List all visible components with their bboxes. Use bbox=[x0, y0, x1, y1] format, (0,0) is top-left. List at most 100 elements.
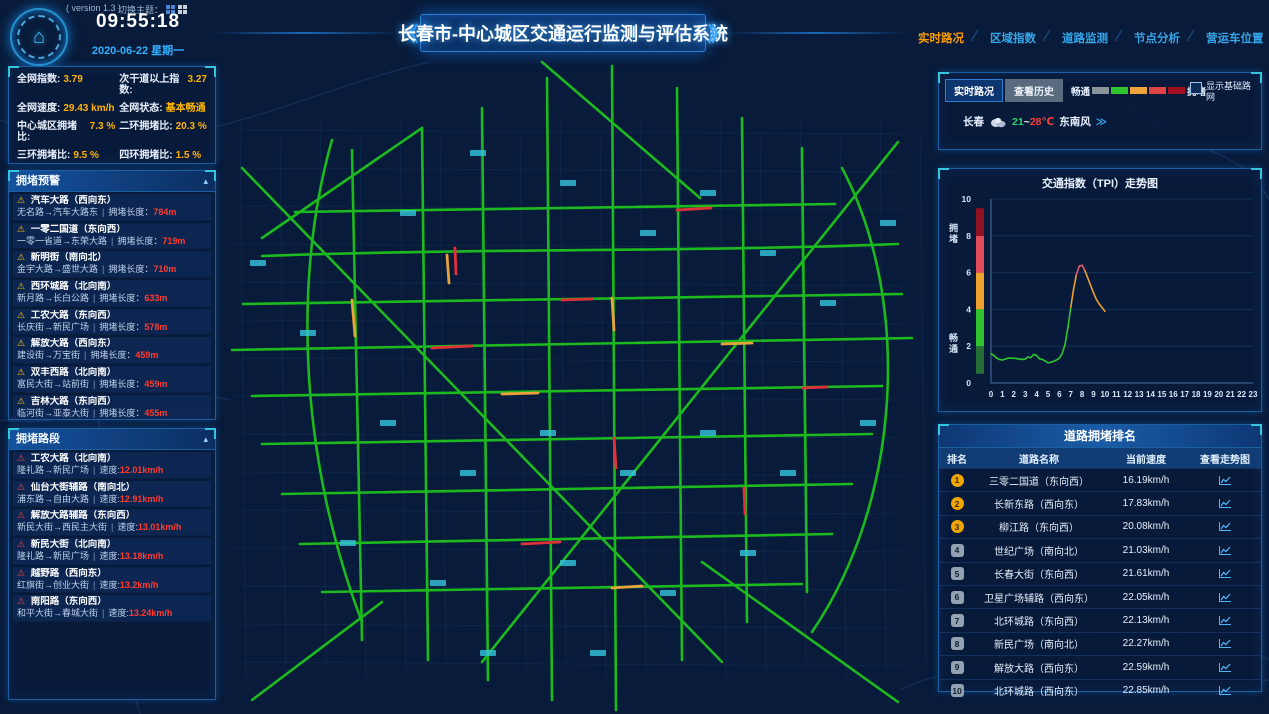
trend-chart-icon[interactable] bbox=[1218, 615, 1232, 626]
table-row[interactable]: 8 新民广场（南向北） 22.27km/h bbox=[939, 631, 1261, 655]
trend-chart-icon[interactable] bbox=[1218, 545, 1232, 556]
warning-list: ⚠ 汽车大路（西向东） 无名路→汽车大路东 | 拥堵长度：784m ⚠ 一零二国道（… bbox=[9, 192, 215, 419]
temp-low: 21 bbox=[1012, 115, 1024, 128]
stat-label: 全网状态: bbox=[119, 103, 163, 114]
trend-link[interactable] bbox=[1189, 662, 1261, 673]
warning-length-value: 719m bbox=[162, 235, 186, 246]
section-item[interactable]: ⚠ 工农大路（北向南） 隆礼路→新民广场 | 速度:12.01km/h bbox=[13, 452, 211, 479]
svg-text:8: 8 bbox=[966, 231, 971, 241]
section-item[interactable]: ⚠ 解放大路辅路（东向西） 新民大街→西民主大街 | 速度:13.01km/h bbox=[13, 509, 211, 537]
trend-link[interactable] bbox=[1189, 568, 1261, 579]
collapse-icon[interactable]: ▴ bbox=[203, 176, 208, 186]
warning-triangle-icon: ⚠ bbox=[17, 195, 26, 205]
warning-metric-label: 拥堵长度： bbox=[108, 206, 154, 217]
trend-chart-icon[interactable] bbox=[1218, 638, 1232, 649]
nav-item[interactable]: 实时路况 bbox=[918, 33, 964, 45]
checkbox-icon[interactable] bbox=[1190, 82, 1202, 94]
warning-item[interactable]: ⚠ 工农大路（东向西） 长庆街→新民广场 | 拥堵长度：578m bbox=[13, 308, 211, 336]
table-row[interactable]: 10 北环城路（西向东） 22.85km/h bbox=[939, 678, 1261, 702]
section-item[interactable]: ⚠ 南阳路（东向西） 和平大街→春城大街 | 速度:13.24km/h bbox=[13, 595, 211, 623]
svg-text:11: 11 bbox=[1112, 390, 1121, 399]
current-speed: 16.19km/h bbox=[1122, 474, 1170, 486]
table-row[interactable]: 9 解放大路（西向东） 22.59km/h bbox=[939, 655, 1261, 678]
current-speed: 21.61km/h bbox=[1122, 568, 1170, 580]
warning-section: 无名路→汽车大路东 bbox=[17, 206, 99, 217]
tab-realtime-traffic[interactable]: 实时路况 bbox=[945, 79, 1003, 102]
warning-item[interactable]: ⚠ 吉林大路（东向西） 临河街→亚泰大街 | 拥堵长度：455m bbox=[13, 394, 211, 419]
svg-text:5: 5 bbox=[1046, 390, 1051, 399]
warning-length-value: 633m bbox=[144, 292, 168, 303]
separator: | bbox=[102, 206, 105, 217]
section-item[interactable]: ⚠ 新民大街（北向南） 隆礼路→新民广场 | 速度:13.18km/h bbox=[13, 538, 211, 565]
trend-chart-icon[interactable] bbox=[1218, 521, 1232, 532]
table-row[interactable]: 5 长春大街（东向西） 21.61km/h bbox=[939, 561, 1261, 585]
table-row[interactable]: 1 三零二国道（东向西） 16.19km/h bbox=[939, 468, 1261, 491]
section-speed-value: 13.01km/h bbox=[137, 522, 182, 533]
warning-item[interactable]: ⚠ 新明街（南向北） 金宇大路→盛世大路 | 拥堵长度：710m bbox=[13, 251, 211, 279]
tab-view-history[interactable]: 查看历史 bbox=[1005, 79, 1063, 102]
table-row[interactable]: 2 长新东路（西向东） 17.83km/h bbox=[939, 491, 1261, 514]
warning-item[interactable]: ⚠ 汽车大路（西向东） 无名路→汽车大路东 | 拥堵长度：784m bbox=[13, 194, 211, 221]
stat-cell: 全网速度: 29.43 km/h bbox=[17, 103, 115, 114]
trend-chart-icon[interactable] bbox=[1218, 498, 1232, 509]
trend-link[interactable] bbox=[1189, 498, 1261, 509]
nav-item[interactable]: 营运车位置 bbox=[1206, 28, 1264, 48]
warning-item[interactable]: ⚠ 解放大路（西向东） 建设街→万宝街 | 拥堵长度：459m bbox=[13, 337, 211, 365]
stat-label: 全网速度: bbox=[17, 103, 61, 114]
section-metric-label: 速度: bbox=[99, 493, 120, 504]
warning-item[interactable]: ⚠ 西环城路（北向南） 新月路→长白公路 | 拥堵长度：633m bbox=[13, 280, 211, 307]
legend-color-swatch bbox=[1130, 87, 1148, 94]
alarm-triangle-icon: ⚠ bbox=[17, 481, 26, 492]
table-row[interactable]: 3 柳江路（东向西） 20.08km/h bbox=[939, 514, 1261, 538]
warning-road: 解放大路（西向东） bbox=[30, 338, 117, 350]
main-nav: 实时路况区域指数道路监测节点分析营运车位置数据查询 bbox=[918, 28, 1269, 48]
stat-label: 四环拥堵比: bbox=[119, 150, 173, 161]
current-speed: 22.05km/h bbox=[1122, 591, 1170, 603]
header-deco-line-left bbox=[210, 32, 400, 34]
legend-smooth-label: 畅通 bbox=[1071, 86, 1091, 98]
section-speed-value: 13.24km/h bbox=[128, 608, 173, 619]
nav-item[interactable]: 区域指数 bbox=[990, 28, 1036, 48]
section-item[interactable]: ⚠ 越野路（西向东） 红旗街→创业大街 | 速度:13.2km/h bbox=[13, 566, 211, 594]
trend-chart-icon[interactable] bbox=[1218, 592, 1232, 603]
weather-more-icon[interactable]: ≫ bbox=[1095, 115, 1107, 128]
trend-chart-icon[interactable] bbox=[1218, 685, 1232, 696]
trend-link[interactable] bbox=[1189, 545, 1261, 556]
svg-text:拥: 拥 bbox=[949, 222, 958, 233]
trend-link[interactable] bbox=[1189, 638, 1261, 649]
theme-swatch-light-icon[interactable] bbox=[178, 5, 188, 14]
section-metric-label: 速度: bbox=[108, 608, 129, 619]
trend-link[interactable] bbox=[1189, 521, 1261, 532]
trend-chart-icon[interactable] bbox=[1218, 475, 1232, 486]
show-base-network-checkbox[interactable]: 显示基础路网 bbox=[1190, 81, 1256, 104]
trend-chart-icon[interactable] bbox=[1218, 568, 1232, 579]
warning-road: 一零二国道（东向西） bbox=[30, 223, 126, 235]
current-speed: 22.13km/h bbox=[1122, 615, 1170, 627]
theme-swatch-blue-icon[interactable] bbox=[166, 5, 176, 14]
separator: | bbox=[93, 579, 96, 590]
table-row[interactable]: 7 北环城路（东向西） 22.13km/h bbox=[939, 608, 1261, 631]
trend-link[interactable] bbox=[1189, 615, 1261, 626]
collapse-icon[interactable]: ▴ bbox=[203, 434, 208, 444]
section-road: 南阳路（东向西） bbox=[30, 596, 107, 608]
app-logo[interactable]: ⌂ bbox=[10, 8, 68, 66]
stat-value: 9.5 % bbox=[73, 150, 99, 161]
legend-color-swatch bbox=[1092, 87, 1110, 94]
nav-item[interactable]: 节点分析 bbox=[1134, 28, 1180, 48]
section-item[interactable]: ⚠ 仙台大街辅路（南向北） 浦东路→自由大路 | 速度:12.91km/h bbox=[13, 480, 211, 508]
warning-length-value: 455m bbox=[144, 407, 168, 418]
table-row[interactable]: 4 世纪广场（南向北） 21.03km/h bbox=[939, 538, 1261, 561]
warning-metric-label: 拥堵长度： bbox=[99, 407, 145, 418]
checkbox-label: 显示基础路网 bbox=[1206, 81, 1252, 103]
svg-text:7: 7 bbox=[1069, 390, 1074, 399]
table-row[interactable]: 6 卫星广场辅路（西向东） 22.05km/h bbox=[939, 584, 1261, 608]
warning-item[interactable]: ⚠ 一零二国道（东向西） 一零一省道→东荣大路 | 拥堵长度：719m bbox=[13, 222, 211, 250]
nav-item[interactable]: 道路监测 bbox=[1062, 28, 1108, 48]
trend-link[interactable] bbox=[1189, 685, 1261, 696]
trend-chart-icon[interactable] bbox=[1218, 662, 1232, 673]
theme-switcher[interactable]: 切换主题： bbox=[118, 3, 188, 16]
warning-item[interactable]: ⚠ 双丰西路（北向南） 富民大街→站前街 | 拥堵长度：459m bbox=[13, 366, 211, 393]
trend-link[interactable] bbox=[1189, 475, 1261, 486]
svg-text:2: 2 bbox=[1012, 390, 1017, 399]
trend-link[interactable] bbox=[1189, 592, 1261, 603]
